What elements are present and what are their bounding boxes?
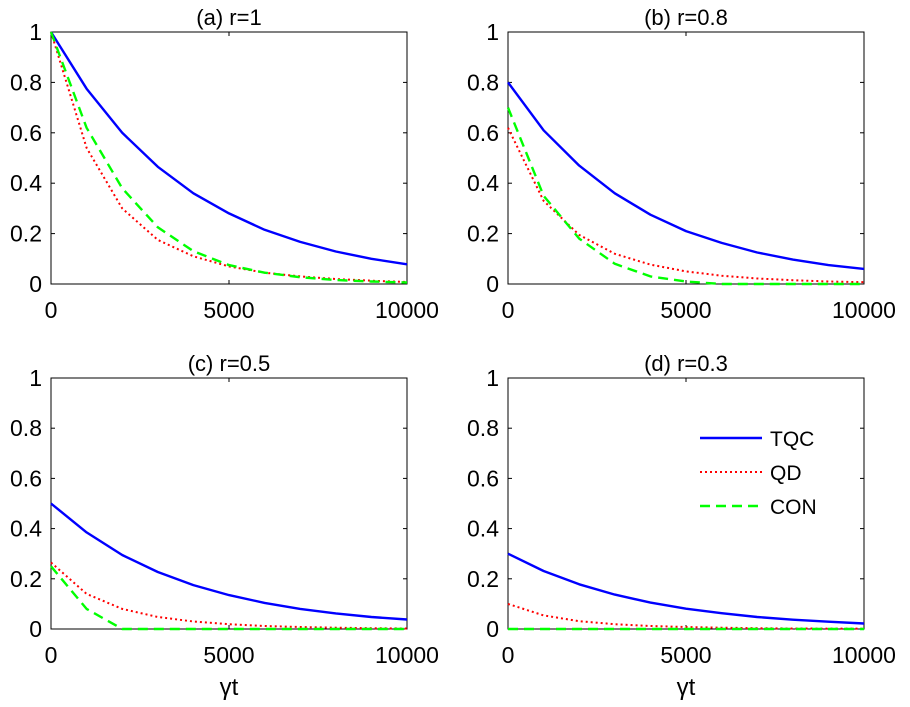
x-axis-label: γt bbox=[220, 674, 239, 701]
plot-area-frame bbox=[50, 377, 408, 630]
y-tick-label: 0.4 bbox=[467, 516, 499, 542]
series-line-tqc bbox=[49, 31, 408, 266]
panel-title: (a) r=1 bbox=[196, 5, 261, 30]
x-axis-label: γt bbox=[677, 674, 696, 701]
panel-title: (c) r=0.5 bbox=[188, 351, 271, 376]
y-tick-label: 0 bbox=[486, 271, 499, 297]
y-tick-label: 0.8 bbox=[467, 415, 499, 441]
y-tick-label: 0 bbox=[486, 616, 499, 642]
y-tick-label: 0.6 bbox=[467, 120, 499, 146]
x-tick-label: 10000 bbox=[832, 642, 896, 668]
legend: TQC QD CON bbox=[700, 428, 817, 519]
panel-c: (c) r=0.5 0 0.2 0.4 0.6 0.8 1 0 5000 10000 γt bbox=[10, 351, 439, 701]
x-tick-label: 5000 bbox=[203, 642, 254, 668]
y-tick-label: 0.2 bbox=[10, 221, 42, 247]
y-tick-label: 0.6 bbox=[10, 120, 42, 146]
y-tick-label: 0.2 bbox=[10, 566, 42, 592]
x-tick-label: 0 bbox=[502, 297, 515, 323]
series-line-con bbox=[49, 31, 408, 284]
y-tick-label: 0 bbox=[29, 616, 42, 642]
y-tick-label: 1 bbox=[486, 365, 499, 391]
x-tick-label: 5000 bbox=[660, 642, 711, 668]
legend-label-tqc: TQC bbox=[770, 428, 814, 451]
series-line-tqc bbox=[507, 552, 865, 625]
series-line-tqc bbox=[507, 81, 865, 271]
y-tick-label: 0.8 bbox=[10, 415, 42, 441]
x-tick-label: 10000 bbox=[375, 297, 439, 323]
x-tick-label: 0 bbox=[45, 642, 58, 668]
series-line-con bbox=[50, 565, 407, 631]
legend-label-qd: QD bbox=[770, 462, 802, 485]
y-tick-label: 0.8 bbox=[10, 69, 42, 95]
y-tick-label: 1 bbox=[29, 19, 42, 45]
y-tick-label: 0 bbox=[29, 271, 42, 297]
y-tick-label: 0.4 bbox=[10, 516, 42, 542]
x-tick-label: 10000 bbox=[832, 297, 896, 323]
y-tick-label: 1 bbox=[29, 365, 42, 391]
panels: (a) r=100.20.40.60.810 5000 10000(b) r=0.8… bbox=[10, 5, 896, 701]
y-tick-label: 0.4 bbox=[467, 170, 499, 196]
y-tick-label: 0.6 bbox=[10, 465, 42, 491]
x-tick-label: 0 bbox=[502, 642, 515, 668]
x-tick-label: 5000 bbox=[660, 297, 711, 323]
x-tick-label: 5000 bbox=[203, 297, 254, 323]
series-line-con bbox=[506, 107, 864, 286]
x-tick-label: 0 bbox=[45, 297, 58, 323]
legend-label-con: CON bbox=[770, 496, 817, 519]
y-tick-label: 0.2 bbox=[467, 566, 499, 592]
plot-area-frame bbox=[507, 31, 865, 285]
panel-title: (b) r=0.8 bbox=[644, 5, 728, 30]
panel-a: (a) r=1 0 0.2 0.4 0.6 0.8 1 0 5000 10000 bbox=[10, 5, 439, 323]
series-line-qd bbox=[507, 127, 865, 284]
y-tick-label: 1 bbox=[486, 19, 499, 45]
panel-b: (b) r=0.8 0 0.2 0.4 0.6 0.8 1 0 5000 10000 bbox=[467, 5, 896, 323]
series-line-qd bbox=[507, 602, 865, 630]
panel-d: (d) r=0.3 0 0.2 0.4 0.6 0.8 1 0 5000 10000 γt TQC QD… bbox=[467, 351, 896, 701]
y-tick-label: 0.2 bbox=[467, 221, 499, 247]
y-tick-label: 0.6 bbox=[467, 465, 499, 491]
series-line-tqc bbox=[50, 502, 408, 621]
x-tick-label: 10000 bbox=[375, 642, 439, 668]
panel-title: (d) r=0.3 bbox=[644, 351, 728, 376]
y-tick-label: 0.4 bbox=[10, 170, 42, 196]
series-line-qd bbox=[50, 31, 408, 283]
y-tick-label: 0.8 bbox=[467, 69, 499, 95]
